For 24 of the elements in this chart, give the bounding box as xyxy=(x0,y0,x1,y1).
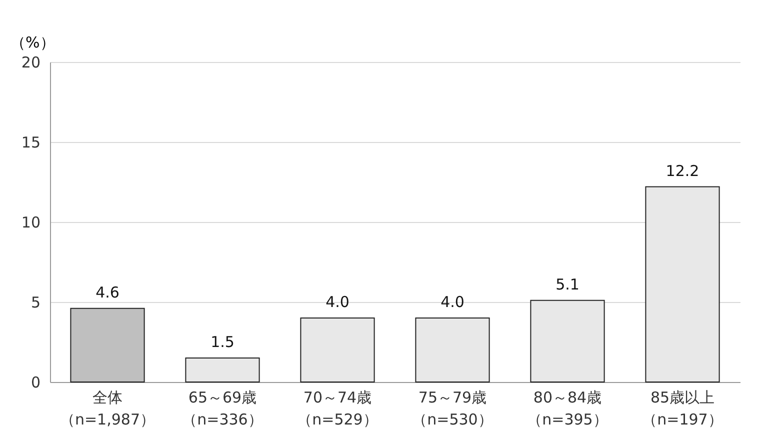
y-tick-label: 0 xyxy=(30,374,40,392)
x-tick-label: 70～74歳（n=529） xyxy=(297,388,378,428)
bar xyxy=(185,358,260,382)
bar xyxy=(415,318,490,382)
data-label: 4.0 xyxy=(440,293,464,311)
bar xyxy=(70,308,145,382)
x-tick-label: 全体（n=1,987） xyxy=(60,388,156,428)
x-tick-label: 75～79歳（n=530） xyxy=(412,388,493,428)
x-tick-label: 85歳以上（n=197） xyxy=(642,388,723,428)
data-label: 1.5 xyxy=(210,333,234,351)
y-axis-title: （%） xyxy=(10,34,55,52)
data-label: 4.0 xyxy=(326,293,350,311)
data-label: 4.6 xyxy=(96,283,120,302)
y-tick-label: 20 xyxy=(21,54,40,72)
data-label: 5.1 xyxy=(556,275,580,294)
y-tick-label: 5 xyxy=(30,294,40,312)
x-tick-label: 65～69歳（n=336） xyxy=(182,388,263,428)
bar xyxy=(300,318,375,382)
x-tick-label: 80～84歳（n=395） xyxy=(527,388,608,428)
y-tick-label: 15 xyxy=(21,134,40,152)
bar xyxy=(530,300,605,382)
bar xyxy=(645,186,720,382)
data-label: 12.2 xyxy=(666,162,700,180)
y-tick-label: 10 xyxy=(21,214,40,232)
